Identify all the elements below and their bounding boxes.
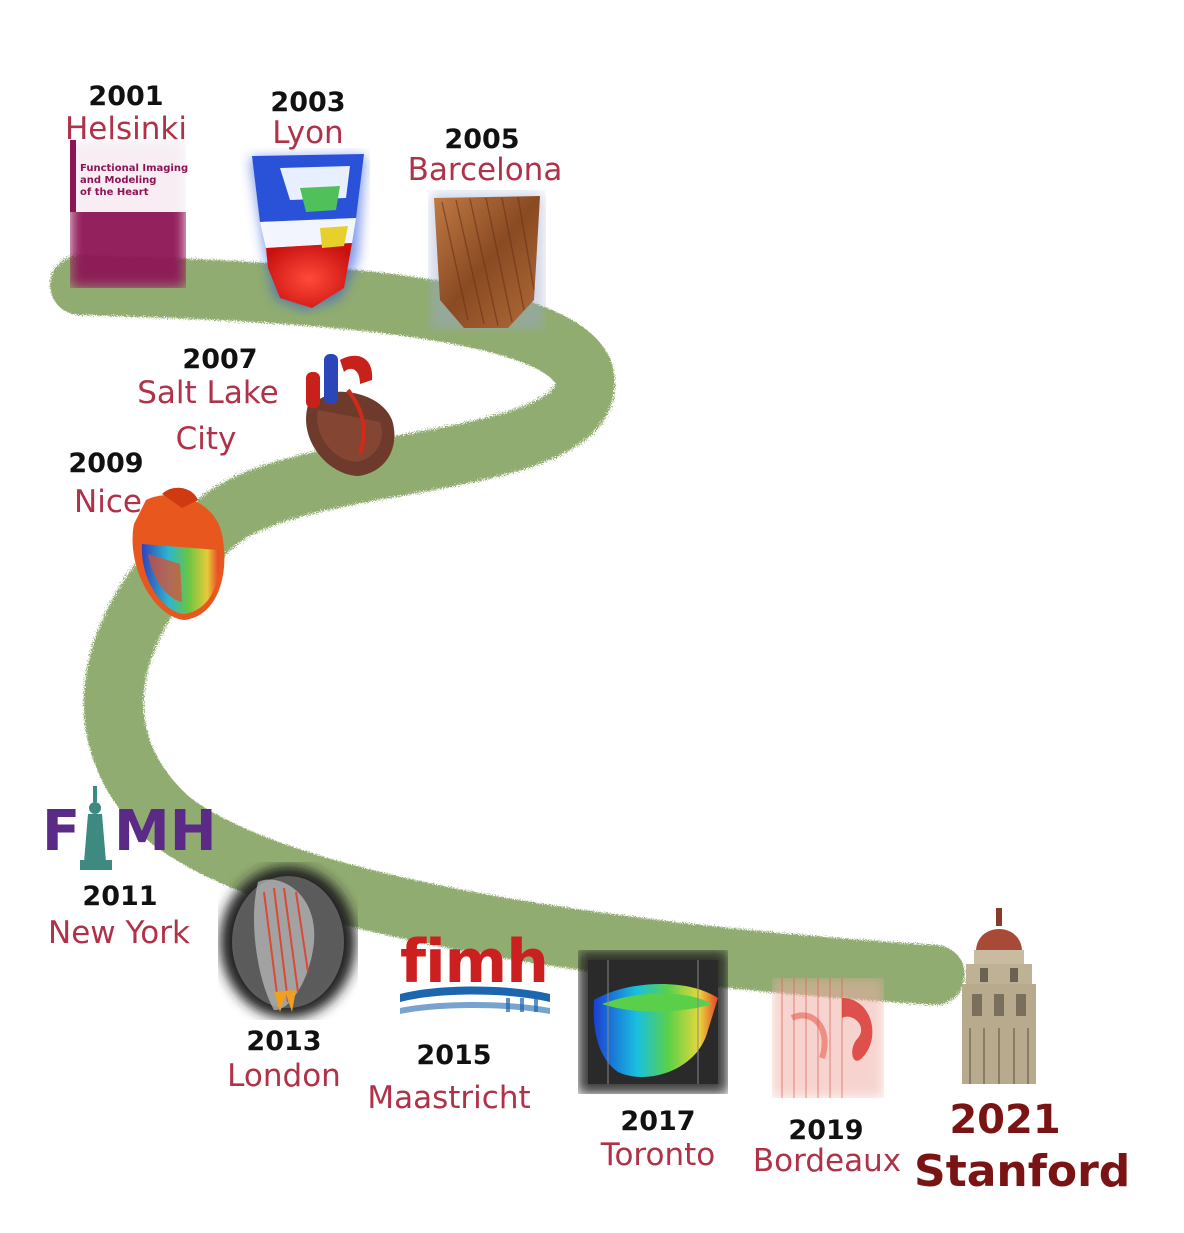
city-lyon: Lyon bbox=[272, 115, 344, 151]
heart-model-image bbox=[122, 484, 232, 624]
year-2007: 2007 bbox=[182, 344, 258, 375]
ventricle-simulation-image bbox=[578, 950, 728, 1094]
city-new-york: New York bbox=[48, 915, 190, 951]
logo-text-fimh: fimh bbox=[400, 927, 549, 997]
city-maastricht: Maastricht bbox=[367, 1080, 531, 1116]
book-title-line-1: Functional Imaging bbox=[80, 163, 189, 174]
muscle-fiber-image bbox=[428, 190, 546, 332]
year-2021: 2021 bbox=[949, 1097, 1061, 1143]
city-salt-lake-city: City bbox=[175, 421, 237, 457]
logo-letters-mh: MH bbox=[114, 799, 217, 864]
year-2019: 2019 bbox=[788, 1115, 864, 1146]
city-bordeaux: Bordeaux bbox=[752, 1143, 902, 1179]
logo-letter-f: F bbox=[42, 799, 81, 864]
fimh-new-york-logo: F MH bbox=[40, 786, 217, 870]
statue-of-liberty-icon bbox=[80, 786, 112, 870]
year-2003: 2003 bbox=[270, 87, 346, 118]
year-2011: 2011 bbox=[82, 881, 158, 912]
city-toronto: Toronto bbox=[600, 1137, 716, 1173]
bridge-icon bbox=[400, 986, 550, 1014]
anatomical-heart-image bbox=[288, 350, 403, 478]
year-2001: 2001 bbox=[88, 81, 164, 112]
hoover-tower-image bbox=[950, 908, 1050, 1084]
cardiac-mri-image bbox=[218, 862, 358, 1020]
bordeaux-image bbox=[772, 978, 884, 1098]
year-2005: 2005 bbox=[444, 124, 520, 155]
book-cover-image: Functional Imaging and Modeling of the H… bbox=[70, 140, 189, 288]
city-barcelona: Barcelona bbox=[407, 152, 563, 188]
city-helsinki: Helsinki bbox=[65, 111, 187, 147]
heart-activation-map-image bbox=[240, 148, 370, 316]
year-2013: 2013 bbox=[246, 1026, 322, 1057]
book-title-line-3: of the Heart bbox=[80, 187, 149, 198]
fimh-maastricht-logo: fimh bbox=[398, 932, 552, 1024]
city-london: London bbox=[227, 1058, 341, 1094]
year-2017: 2017 bbox=[620, 1106, 696, 1137]
city-nice: Nice bbox=[74, 484, 142, 520]
year-2015: 2015 bbox=[416, 1040, 492, 1071]
book-title-line-2: and Modeling bbox=[80, 175, 157, 186]
city-stanford: Stanford bbox=[914, 1146, 1131, 1197]
year-2009: 2009 bbox=[68, 448, 144, 479]
city-salt-lake: Salt Lake bbox=[137, 375, 279, 411]
